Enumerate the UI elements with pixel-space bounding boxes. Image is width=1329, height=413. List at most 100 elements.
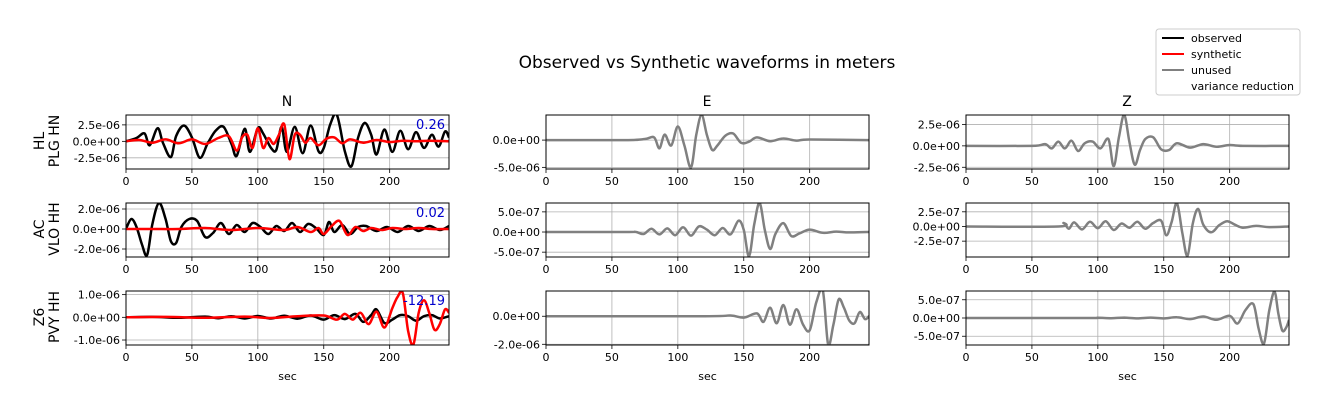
x-tick-label: 50: [605, 351, 619, 364]
x-tick-label: 100: [1087, 351, 1108, 364]
subplot-1-0: 0 50 100 150 200 2.0e-06 0.0e+00 -2.0e-06 0.02: [73, 202, 450, 276]
subplot-frame: [125, 114, 450, 170]
y-tick-label: 0.0e+00: [493, 134, 540, 147]
subplot-0-1: 0 50 100 150 200 0.0e+00 -5.0e-06: [493, 114, 870, 188]
series-group: [966, 291, 1289, 345]
x-tick-label: 50: [185, 263, 199, 276]
synthetic-trace: [126, 122, 449, 161]
x-tick-label: 150: [1153, 263, 1174, 276]
y-tick-label: -2.0e-06: [494, 338, 540, 351]
x-tick-label: 0: [543, 351, 550, 364]
x-tick-label: 200: [799, 175, 820, 188]
x-tick-label: 100: [1087, 263, 1108, 276]
y-tick-label: -5.0e-07: [914, 330, 960, 343]
legend-label-variance-reduction: variance reduction: [1191, 80, 1294, 93]
x-tick-label: 100: [1087, 175, 1108, 188]
y-tick-label: -2.5e-07: [914, 235, 960, 248]
series-group: [546, 203, 869, 257]
row-label-2: Z6 PVY HH: [32, 291, 63, 343]
y-tick-label: -5.0e-07: [494, 246, 540, 259]
x-tick-label: 50: [605, 175, 619, 188]
x-tick-label: 150: [733, 263, 754, 276]
x-tick-label: 200: [1219, 175, 1240, 188]
x-tick-label: 0: [963, 175, 970, 188]
subplot-frame: [965, 202, 1290, 258]
row-label-1: AC VLO HH: [32, 202, 63, 255]
column-title-e: E: [703, 94, 712, 110]
synthetic-trace: [126, 219, 449, 237]
x-tick-label: 50: [1025, 351, 1039, 364]
x-tick-label: 150: [733, 175, 754, 188]
x-axis-label: sec: [698, 370, 717, 383]
y-tick-label: 0.0e+00: [913, 140, 960, 153]
subplot-2-2: 0 50 100 150 200 5.0e-07 0.0e+00 -5.0e-07 sec: [913, 290, 1290, 383]
y-tick-label: 0.0e+00: [73, 311, 120, 324]
y-tick-label: 0.0e+00: [913, 312, 960, 325]
x-tick-label: 100: [667, 175, 688, 188]
x-axis-label: sec: [1118, 370, 1137, 383]
x-tick-label: 150: [1153, 175, 1174, 188]
subplot-0-0: 0 50 100 150 200 2.5e-06 0.0e+00 -2.5e-06 0.26: [73, 114, 450, 188]
y-tick-label: 0.0e+00: [913, 220, 960, 233]
x-tick-label: 200: [1219, 263, 1240, 276]
y-tick-label: 0.0e+00: [493, 310, 540, 323]
x-tick-label: 100: [247, 351, 268, 364]
series-group: [546, 291, 869, 345]
legend-label-unused: unused: [1191, 64, 1231, 77]
row-station-label: VLO HH: [47, 202, 63, 255]
legend-frame: [1155, 28, 1301, 96]
y-tick-label: -2.0e-06: [74, 243, 120, 256]
x-tick-label: 0: [123, 175, 130, 188]
unused-trace: [546, 291, 869, 345]
x-tick-label: 100: [667, 263, 688, 276]
column-title-z: Z: [1122, 94, 1132, 110]
y-tick-label: 2.5e-07: [918, 206, 960, 219]
subplot-frame: [545, 114, 870, 170]
figure-title: Observed vs Synthetic waveforms in meter…: [519, 53, 896, 73]
x-tick-label: 0: [963, 351, 970, 364]
y-tick-label: -2.5e-06: [914, 161, 960, 174]
subplot-frame: [125, 202, 450, 258]
unused-trace: [966, 203, 1289, 257]
unused-trace: [966, 291, 1289, 345]
legend: observed synthetic unused variance reduc…: [1155, 28, 1301, 96]
x-tick-label: 200: [799, 263, 820, 276]
row-network-label: HL: [32, 132, 48, 151]
x-tick-label: 150: [313, 351, 334, 364]
subplot-background: [966, 203, 1289, 257]
unused-trace: [966, 115, 1289, 168]
observed-trace: [126, 203, 449, 257]
subplot-2-1: 0 50 100 150 200 0.0e+00 -2.0e-06 sec: [493, 290, 870, 383]
x-tick-label: 150: [733, 351, 754, 364]
x-tick-label: 150: [313, 175, 334, 188]
subplot-1-1: 0 50 100 150 200 5.0e-07 0.0e+00 -5.0e-07: [493, 202, 870, 276]
y-tick-label: -2.5e-06: [74, 152, 120, 165]
subplot-0-2: 0 50 100 150 200 2.5e-06 0.0e+00 -2.5e-06: [913, 114, 1290, 188]
x-tick-label: 200: [379, 351, 400, 364]
y-tick-label: 0.0e+00: [73, 223, 120, 236]
x-tick-label: 100: [247, 263, 268, 276]
legend-label-synthetic: synthetic: [1191, 48, 1242, 61]
unused-trace: [546, 115, 869, 169]
variance-reduction-value: 0.02: [416, 206, 445, 221]
subplot-frame: [545, 202, 870, 258]
y-tick-label: 2.0e-06: [78, 203, 120, 216]
series-group: [126, 291, 449, 345]
x-tick-label: 0: [543, 263, 550, 276]
x-tick-label: 0: [543, 175, 550, 188]
subplot-2-0: 0 50 100 150 200 1.0e-06 0.0e+00 -1.0e-06 sec -12…: [73, 289, 450, 383]
series-group: [126, 203, 449, 257]
y-tick-label: 1.0e-06: [78, 289, 120, 302]
x-tick-label: 200: [799, 351, 820, 364]
x-tick-label: 50: [185, 351, 199, 364]
row-label-0: HL PLG HN: [32, 115, 63, 168]
row-station-label: PLG HN: [47, 115, 63, 168]
row-network-label: AC: [32, 219, 48, 238]
unused-trace: [546, 203, 869, 257]
x-tick-label: 0: [963, 263, 970, 276]
y-tick-label: -1.0e-06: [74, 334, 120, 347]
y-tick-label: 2.5e-06: [918, 118, 960, 131]
x-tick-label: 200: [379, 263, 400, 276]
series-group: [126, 115, 449, 168]
